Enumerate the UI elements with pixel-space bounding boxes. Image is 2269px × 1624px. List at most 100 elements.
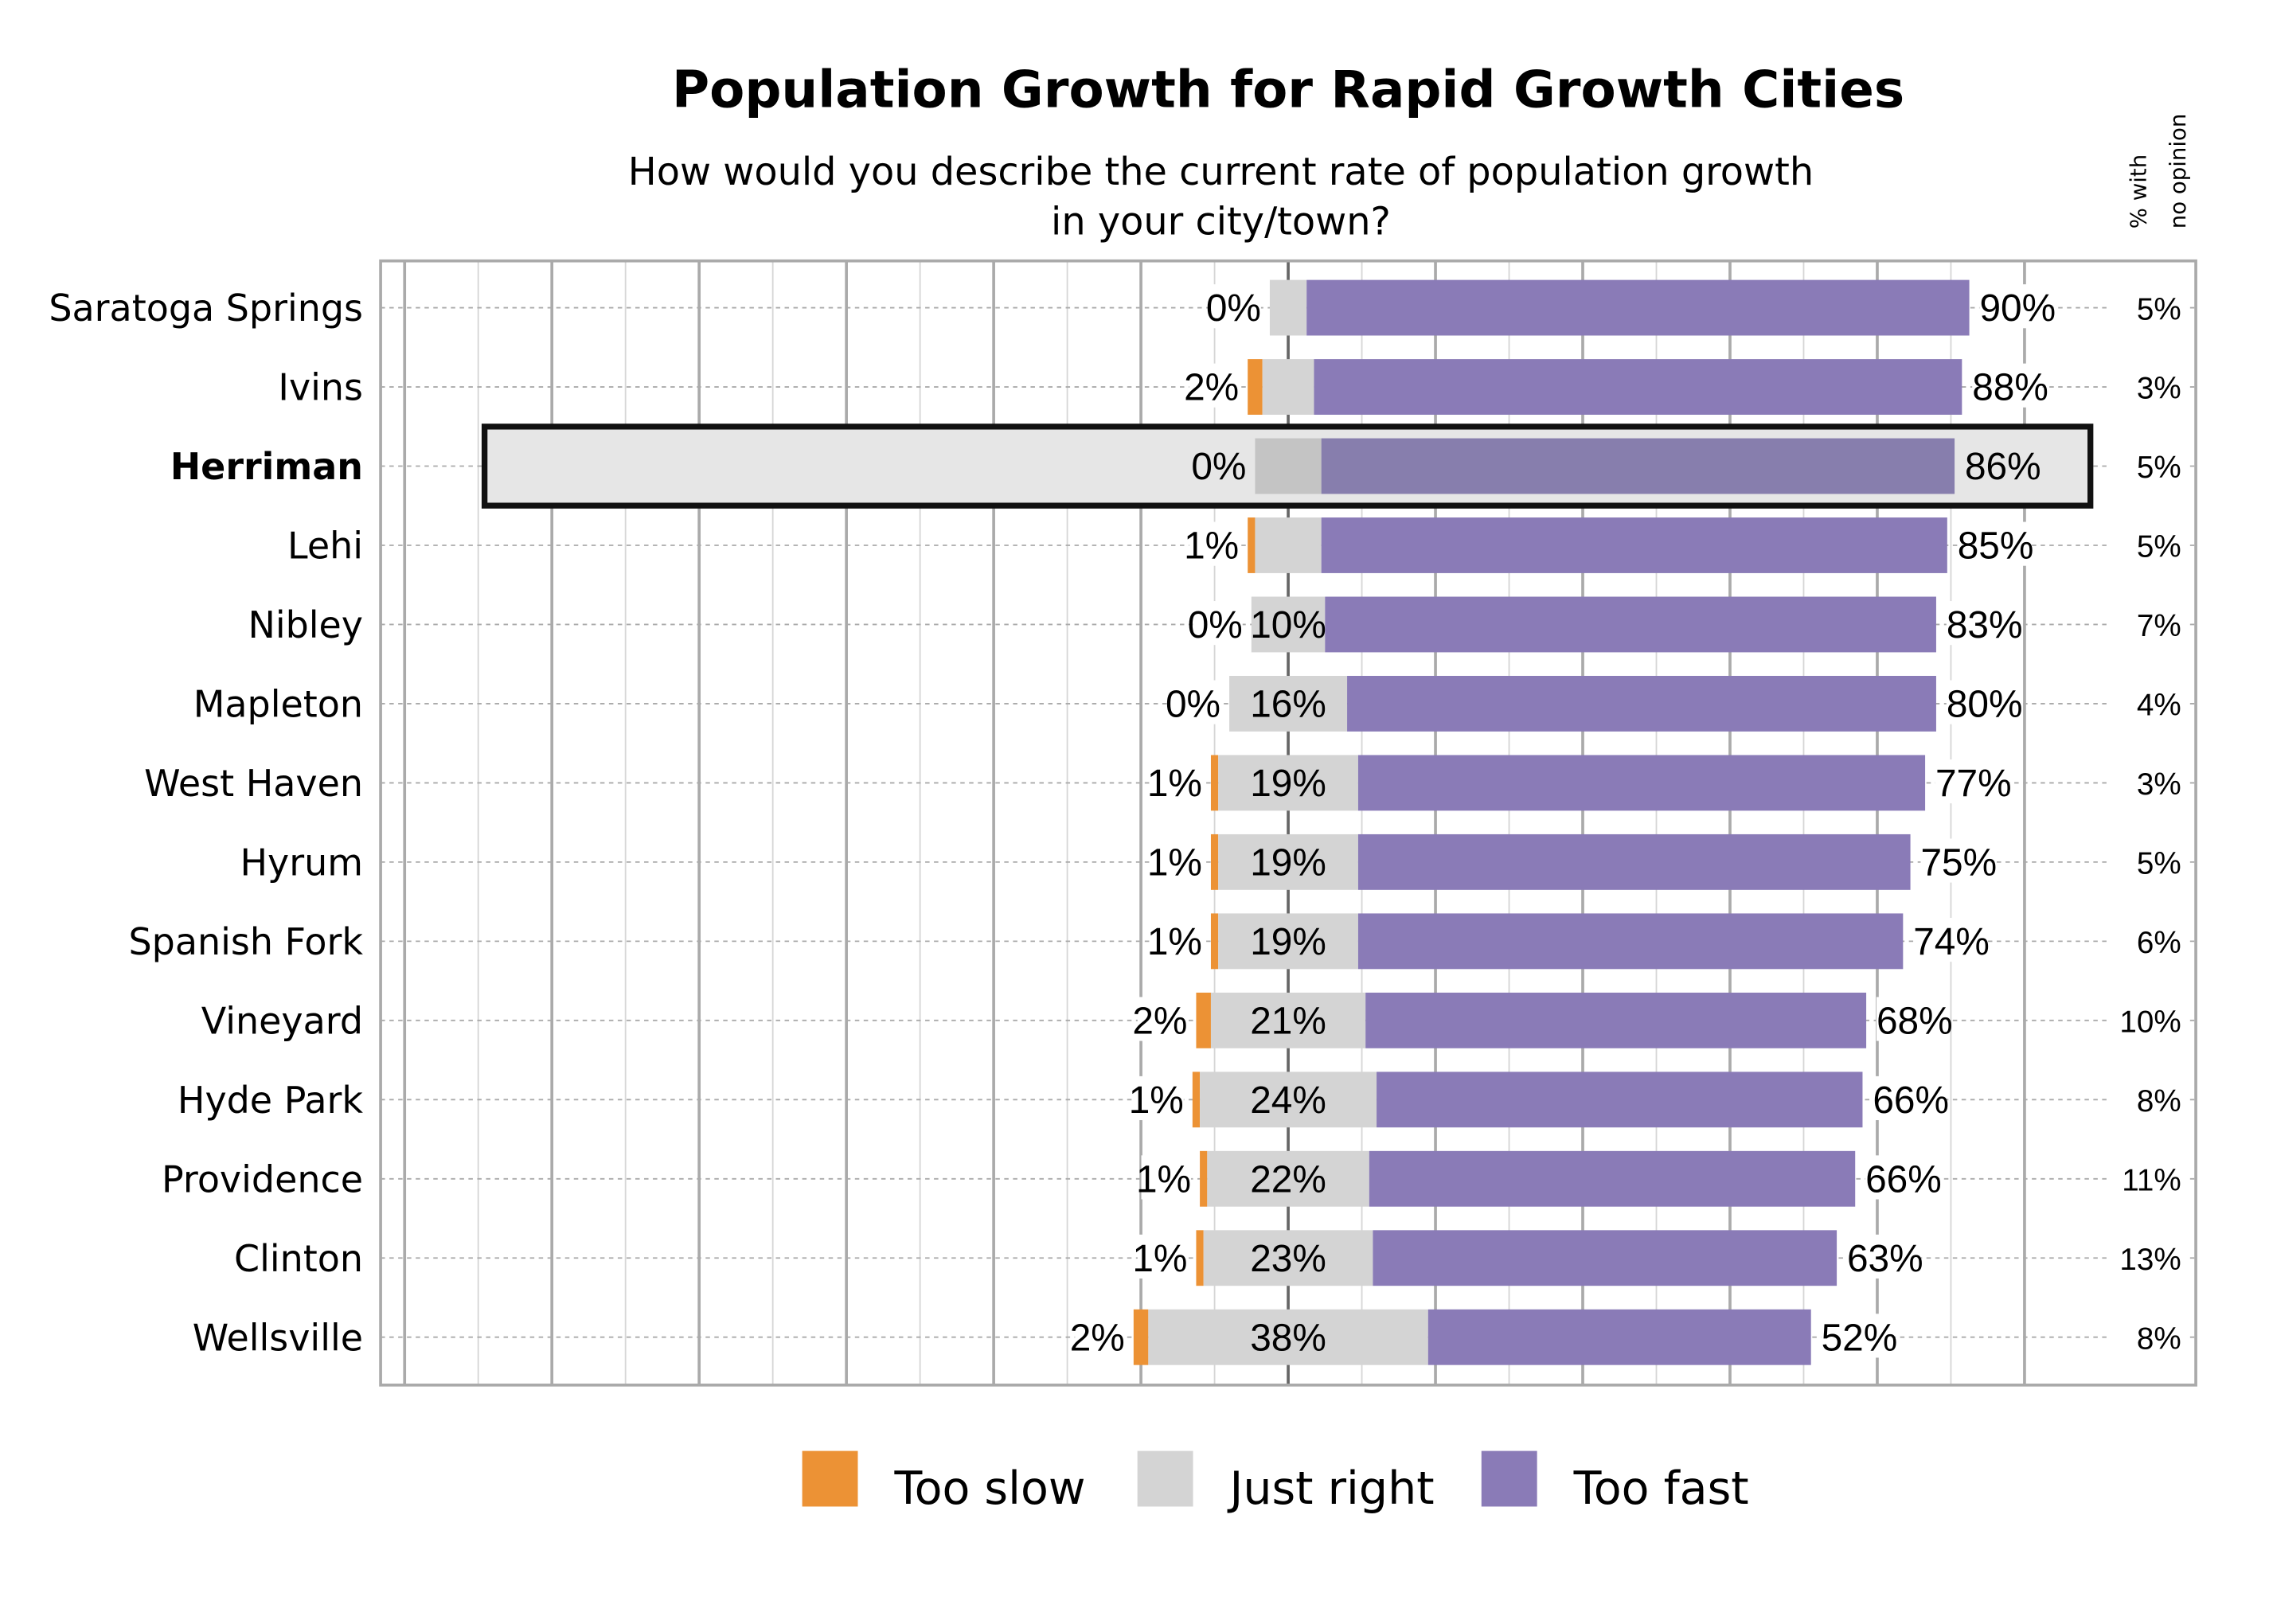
bar-just-right xyxy=(1210,992,1366,1048)
category-label: Herriman xyxy=(170,445,363,488)
bar-too-fast xyxy=(1357,913,1904,970)
label-backdrop xyxy=(1865,1155,1936,1200)
label-backdrop xyxy=(1152,838,1202,883)
too-fast-label: 86% xyxy=(1965,446,2041,488)
bar-just-right xyxy=(1255,438,1322,494)
bar-just-right xyxy=(1262,359,1314,415)
no-opinion-label: 5% xyxy=(2137,530,2181,564)
category-label: Hyrum xyxy=(240,841,363,884)
label-backdrop xyxy=(1075,1314,1125,1358)
chart-subtitle-line-1: How would you describe the current rate … xyxy=(628,150,1814,194)
too-fast-label: 88% xyxy=(1972,367,2048,409)
bar-just-right xyxy=(1218,833,1358,890)
bar-row: 1% 19% 74% 6% Spanish Fork xyxy=(129,913,2197,970)
too-slow-label: 2% xyxy=(1132,1000,1187,1042)
too-slow-label: 1% xyxy=(1136,1158,1191,1200)
too-fast-label: 75% xyxy=(1920,841,1997,884)
highlight-box xyxy=(481,424,2094,509)
legend-label: Too fast xyxy=(1573,1462,1749,1515)
legend: Too slow Just right Too fast xyxy=(802,1450,1749,1515)
too-slow-label: 1% xyxy=(1132,1238,1187,1280)
bar-too-slow xyxy=(1196,1230,1204,1286)
label-backdrop xyxy=(1193,601,1243,646)
no-opinion-label: 8% xyxy=(2137,1321,2181,1356)
no-opinion-label: 13% xyxy=(2119,1243,2181,1277)
bar-too-fast xyxy=(1314,359,1962,415)
just-right-label: 19% xyxy=(1250,921,1326,963)
bar-too-fast xyxy=(1357,833,1911,890)
label-backdrop xyxy=(2107,1079,2190,1121)
too-fast-label: 63% xyxy=(1847,1238,1923,1280)
no-opinion-label: 3% xyxy=(2137,372,2181,406)
no-opinion-header-line-2: no opinion xyxy=(2165,114,2191,229)
just-right-label: 22% xyxy=(1250,1158,1326,1200)
category-label: Hyde Park xyxy=(178,1079,363,1122)
too-fast-label: 77% xyxy=(1935,763,2012,805)
too-fast-label: 85% xyxy=(1958,525,2034,568)
category-label: Vineyard xyxy=(201,999,363,1042)
label-backdrop xyxy=(2107,1000,2190,1041)
bar-too-fast xyxy=(1325,596,1936,653)
no-opinion-label: 5% xyxy=(2137,292,2181,326)
no-opinion-label: 7% xyxy=(2137,609,2181,643)
label-backdrop xyxy=(1957,521,2028,566)
label-backdrop xyxy=(1137,997,1188,1041)
bar-too-fast xyxy=(1365,992,1867,1048)
label-backdrop xyxy=(2107,920,2190,962)
bar-row: 1% 85% 5% Lehi xyxy=(287,517,2197,573)
too-fast-label: 80% xyxy=(1947,683,2023,725)
too-fast-label: 52% xyxy=(1822,1317,1898,1359)
bar-row: 1% 19% 75% 5% Hyrum xyxy=(240,833,2197,890)
label-backdrop xyxy=(1170,680,1221,724)
label-backdrop xyxy=(1964,443,2036,487)
bar-row: 2% 21% 68% 10% Vineyard xyxy=(201,992,2197,1048)
label-backdrop xyxy=(1979,284,2050,329)
label-backdrop xyxy=(1196,443,1247,487)
no-opinion-label: 4% xyxy=(2137,689,2181,723)
bar-too-slow xyxy=(1196,992,1211,1048)
label-backdrop xyxy=(1935,759,2006,804)
too-fast-label: 74% xyxy=(1913,921,1990,963)
bar-just-right xyxy=(1148,1309,1428,1365)
label-backdrop xyxy=(2107,445,2190,487)
plot-frame xyxy=(379,259,2197,1387)
label-backdrop xyxy=(1876,997,1947,1041)
category-label: Wellsville xyxy=(193,1316,363,1359)
too-slow-label: 0% xyxy=(1206,287,1261,330)
bar-row: 1% 24% 66% 8% Hyde Park xyxy=(178,1072,2197,1128)
bar-just-right xyxy=(1203,1230,1373,1286)
bar-too-fast xyxy=(1357,755,1926,811)
label-backdrop xyxy=(1137,1234,1188,1279)
no-opinion-label: 11% xyxy=(2122,1163,2181,1197)
bar-rows: 0% 90% 5% Saratoga Springs 2% 88% 3% Ivins 0% 86%… xyxy=(49,279,2197,1365)
bar-just-right xyxy=(1251,596,1326,653)
too-fast-label: 83% xyxy=(1947,604,2023,646)
bar-just-right xyxy=(1200,1072,1377,1128)
just-right-label: 19% xyxy=(1250,841,1326,884)
no-opinion-label: 10% xyxy=(2119,1005,2181,1040)
bar-row: 0% 10% 83% 7% Nibley xyxy=(248,596,2197,653)
bar-row: 1% 23% 63% 13% Clinton xyxy=(234,1230,2197,1286)
bar-too-fast xyxy=(1373,1230,1837,1286)
label-backdrop xyxy=(2107,1237,2190,1279)
category-label: Nibley xyxy=(248,603,363,646)
too-slow-label: 1% xyxy=(1147,921,1202,963)
bar-just-right xyxy=(1229,676,1348,732)
bar-row: 1% 22% 66% 11% Providence xyxy=(162,1150,2197,1207)
label-backdrop xyxy=(1972,363,2043,408)
just-right-label: 24% xyxy=(1250,1079,1326,1122)
category-label: Ivins xyxy=(278,366,363,409)
bar-just-right xyxy=(1269,279,1307,336)
bar-just-right xyxy=(1218,913,1358,970)
label-backdrop xyxy=(1134,1076,1184,1121)
label-backdrop xyxy=(2107,841,2190,883)
too-slow-label: 1% xyxy=(1147,841,1202,884)
label-backdrop xyxy=(1946,601,2017,646)
label-backdrop xyxy=(1152,759,1202,804)
legend-label: Too slow xyxy=(893,1462,1085,1515)
too-fast-label: 68% xyxy=(1877,1000,1953,1042)
bar-row: 0% 90% 5% Saratoga Springs xyxy=(49,279,2197,336)
bar-too-fast xyxy=(1321,438,1955,494)
just-right-label: 16% xyxy=(1250,683,1326,725)
